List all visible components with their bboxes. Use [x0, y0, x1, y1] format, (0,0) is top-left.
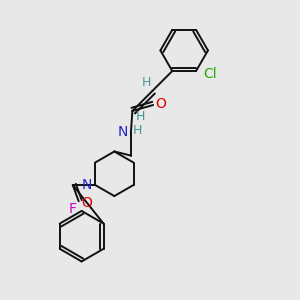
Text: N: N [82, 178, 92, 192]
Text: H: H [136, 110, 146, 123]
Text: O: O [155, 97, 166, 111]
Text: Cl: Cl [203, 67, 217, 81]
Text: O: O [81, 196, 92, 210]
Text: F: F [69, 202, 77, 216]
Text: H: H [142, 76, 151, 89]
Text: H: H [133, 124, 142, 137]
Text: N: N [117, 125, 128, 139]
